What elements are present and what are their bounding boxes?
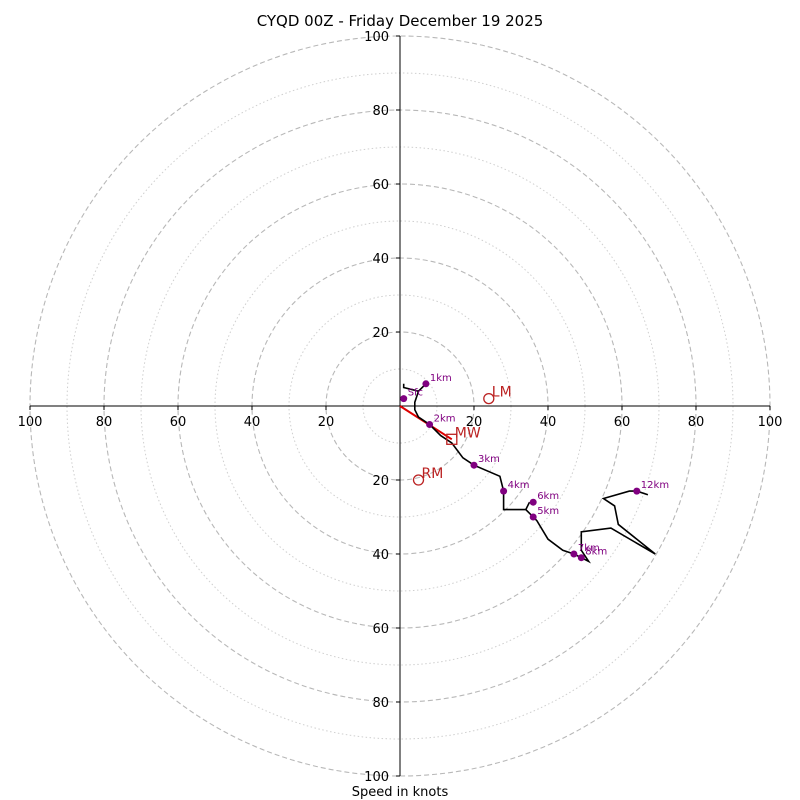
x-tick-label: 80	[96, 415, 113, 430]
storm-motion-mw-label: MW	[455, 425, 481, 441]
axis-ticks: 100 80 60 40 20 20 40 60 80 100 100 80 60 40 20 20 40 60 8…	[18, 30, 783, 785]
x-axis-label: Speed in knots	[352, 785, 449, 800]
height-marker-3km	[470, 461, 478, 469]
height-marker-12km	[633, 487, 641, 495]
x-tick-label: 60	[614, 415, 631, 430]
storm-motion-mw-marker	[446, 433, 458, 445]
height-marker-8km	[577, 554, 585, 562]
y-tick-label: 40	[372, 548, 389, 563]
y-tick-label: 20	[372, 326, 389, 341]
height-marker-1km	[422, 380, 430, 388]
y-tick-label: 100	[364, 770, 389, 785]
height-label-6km: 6km	[537, 491, 559, 502]
storm-motion-rm-marker	[412, 474, 425, 486]
y-tick-label: 80	[372, 696, 389, 711]
height-marker-4km	[500, 487, 508, 495]
height-label-8km: 8km	[585, 547, 607, 558]
height-marker-2km	[426, 421, 434, 428]
y-tick-label: 80	[372, 104, 389, 119]
height-marker-6km	[529, 498, 537, 506]
y-tick-label: 60	[372, 622, 389, 637]
storm-motion-lm-label: LM	[492, 385, 512, 401]
height-label-12km: 12km	[641, 480, 669, 491]
x-tick-label: 80	[688, 415, 705, 430]
x-tick-label: 40	[540, 415, 557, 430]
y-tick-label: 60	[372, 178, 389, 193]
x-tick-label: 40	[244, 415, 261, 430]
x-tick-label: 60	[170, 415, 187, 430]
x-tick-label: 100	[18, 415, 43, 430]
x-tick-label: 20	[318, 415, 335, 430]
storm-motions: LM MW RM	[412, 385, 512, 486]
y-tick-label: 100	[364, 30, 389, 45]
y-tick-label: 40	[372, 252, 389, 267]
height-label-2km: 2km	[434, 414, 456, 425]
height-label-7km: 7km	[578, 543, 600, 554]
x-tick-label: 20	[466, 415, 483, 430]
height-label-3km: 3km	[478, 454, 500, 465]
storm-motion-rm-label: RM	[422, 466, 444, 482]
height-marker-5km	[529, 513, 537, 521]
height-label-sfc: Sfc	[408, 388, 423, 399]
height-marker-7km	[570, 550, 578, 558]
height-label-4km: 4km	[508, 480, 530, 491]
height-marker-sfc	[400, 395, 408, 403]
y-tick-label: 20	[372, 474, 389, 489]
chart-title: CYQD 00Z - Friday December 19 2025	[257, 12, 544, 30]
hodograph-trace	[399, 383, 656, 564]
storm-motion-lm-marker	[483, 392, 495, 405]
x-tick-label: 100	[758, 415, 783, 430]
height-label-1km: 1km	[430, 373, 452, 384]
hodograph-line	[402, 383, 656, 564]
height-label-5km: 5km	[537, 506, 559, 517]
